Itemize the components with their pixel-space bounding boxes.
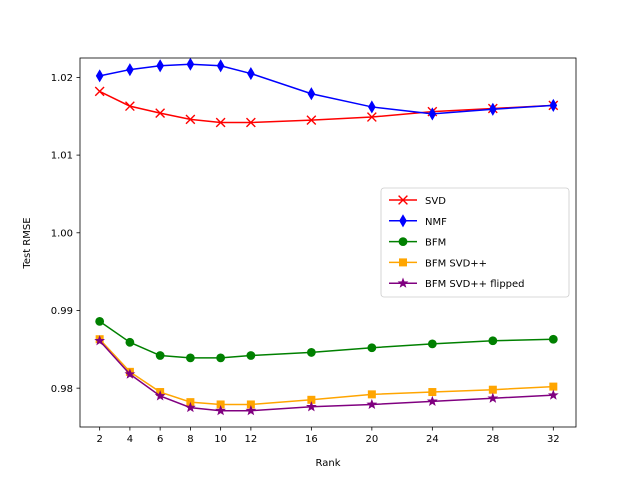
legend-entry: BFM SVD++ — [389, 258, 487, 269]
legend-marker — [398, 258, 407, 267]
data-point — [216, 353, 226, 363]
x-tick-label: 28 — [486, 434, 499, 445]
data-point — [186, 57, 195, 71]
data-point — [426, 395, 438, 406]
legend-label: BFM SVD++ — [425, 258, 487, 269]
legend-marker — [397, 277, 409, 288]
legend-label: BFM — [425, 238, 446, 249]
data-point — [124, 368, 136, 379]
data-point — [247, 66, 255, 81]
data-point — [367, 343, 377, 353]
y-tick-label: 0.99 — [51, 306, 73, 317]
data-point — [367, 390, 376, 399]
legend-frame — [380, 187, 570, 298]
data-point — [305, 401, 317, 412]
series-nmf — [95, 57, 558, 121]
data-point — [366, 112, 377, 122]
data-point — [94, 335, 106, 346]
plot-area — [94, 57, 559, 416]
data-point — [306, 348, 316, 357]
data-point — [427, 339, 437, 349]
data-point — [307, 87, 316, 101]
data-point — [95, 316, 105, 326]
data-point — [215, 117, 226, 128]
data-point — [368, 100, 376, 114]
data-point — [154, 390, 166, 401]
y-tick-label: 1.01 — [51, 151, 73, 162]
series-bfm-svd-flipped — [94, 335, 559, 416]
data-point — [549, 98, 558, 112]
legend-label: SVD — [425, 196, 446, 207]
x-tick-label: 32 — [547, 434, 560, 445]
data-point — [216, 59, 225, 73]
data-point — [94, 86, 105, 97]
legend-marker — [399, 214, 407, 228]
data-point — [185, 353, 195, 363]
x-tick-label: 8 — [187, 434, 193, 445]
data-point — [549, 382, 558, 391]
legend-entry: NMF — [389, 214, 447, 228]
data-point — [246, 351, 256, 360]
x-axis-label: Rank — [316, 458, 341, 469]
legend-entry: BFM — [389, 237, 446, 249]
data-point — [155, 108, 166, 119]
legend-marker — [398, 195, 408, 205]
data-point — [548, 334, 558, 344]
axes: 2 4 6 8 10 12 16 20 24 28 320.980.991.001.011.02 — [51, 57, 577, 445]
legend-marker — [398, 237, 408, 247]
legend-entry: SVD — [389, 195, 446, 207]
x-tick-label: 10 — [214, 434, 227, 445]
data-point — [245, 405, 257, 416]
y-tick-label: 1.02 — [51, 73, 73, 84]
data-point — [547, 389, 559, 400]
x-tick-label: 16 — [305, 434, 318, 445]
y-tick-label: 1.00 — [51, 228, 73, 239]
data-point — [428, 388, 437, 397]
legend: SVD NMF BFM BFM SVD++ BFM SVD++ flipped — [380, 187, 570, 298]
x-tick-label: 6 — [157, 434, 163, 445]
series-bfm — [95, 316, 558, 363]
data-point — [245, 117, 256, 128]
legend-entry: BFM SVD++ flipped — [389, 277, 525, 290]
data-point — [155, 351, 165, 360]
data-point — [489, 102, 497, 116]
data-point — [306, 115, 317, 126]
data-point — [487, 392, 499, 403]
y-tick-label: 0.98 — [51, 384, 73, 395]
x-tick-label: 4 — [127, 434, 133, 445]
data-point — [488, 385, 497, 394]
data-point — [488, 336, 498, 346]
data-point — [156, 59, 164, 73]
data-point — [185, 401, 196, 413]
axes-frame — [79, 57, 577, 428]
data-point — [125, 101, 135, 112]
y-axis-label: Test RMSE — [22, 217, 33, 269]
data-point — [125, 337, 135, 347]
data-point — [126, 63, 134, 77]
data-point — [215, 405, 227, 416]
x-tick-label: 24 — [426, 434, 439, 445]
legend-label: NMF — [425, 217, 447, 228]
x-tick-label: 12 — [245, 434, 258, 445]
data-point — [428, 107, 437, 121]
data-point — [366, 398, 378, 410]
x-tick-label: 2 — [96, 434, 102, 445]
data-point — [185, 114, 196, 125]
data-point — [95, 69, 104, 83]
x-tick-label: 20 — [365, 434, 378, 445]
legend-label: BFM SVD++ flipped — [425, 279, 525, 290]
